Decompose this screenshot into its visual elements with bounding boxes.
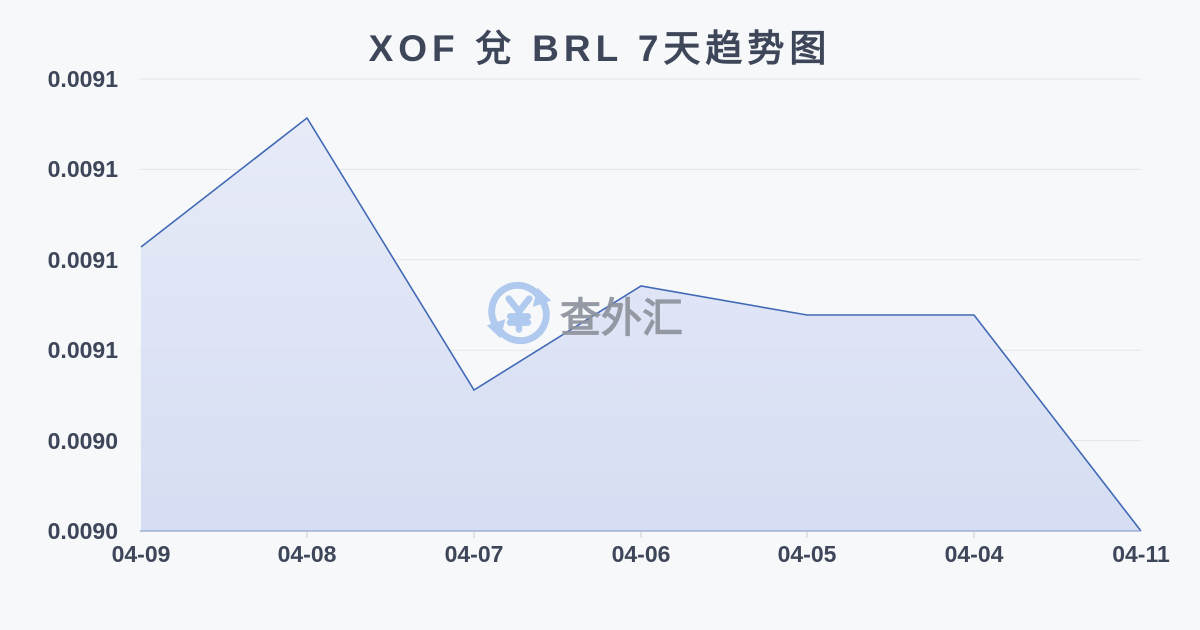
- svg-text:04-06: 04-06: [612, 541, 671, 567]
- svg-text:04-08: 04-08: [278, 541, 337, 567]
- svg-text:04-11: 04-11: [1112, 541, 1170, 567]
- svg-text:04-05: 04-05: [778, 541, 837, 567]
- svg-text:04-04: 04-04: [945, 541, 1004, 567]
- svg-text:0.0091: 0.0091: [48, 247, 119, 273]
- svg-text:0.0091: 0.0091: [48, 156, 119, 182]
- svg-text:0.0091: 0.0091: [48, 337, 119, 363]
- svg-text:04-07: 04-07: [445, 541, 504, 567]
- svg-text:查外汇: 查外汇: [560, 295, 683, 341]
- svg-text:0.0090: 0.0090: [48, 428, 118, 454]
- svg-text:0.0090: 0.0090: [48, 518, 118, 544]
- svg-text:04-09: 04-09: [112, 541, 171, 567]
